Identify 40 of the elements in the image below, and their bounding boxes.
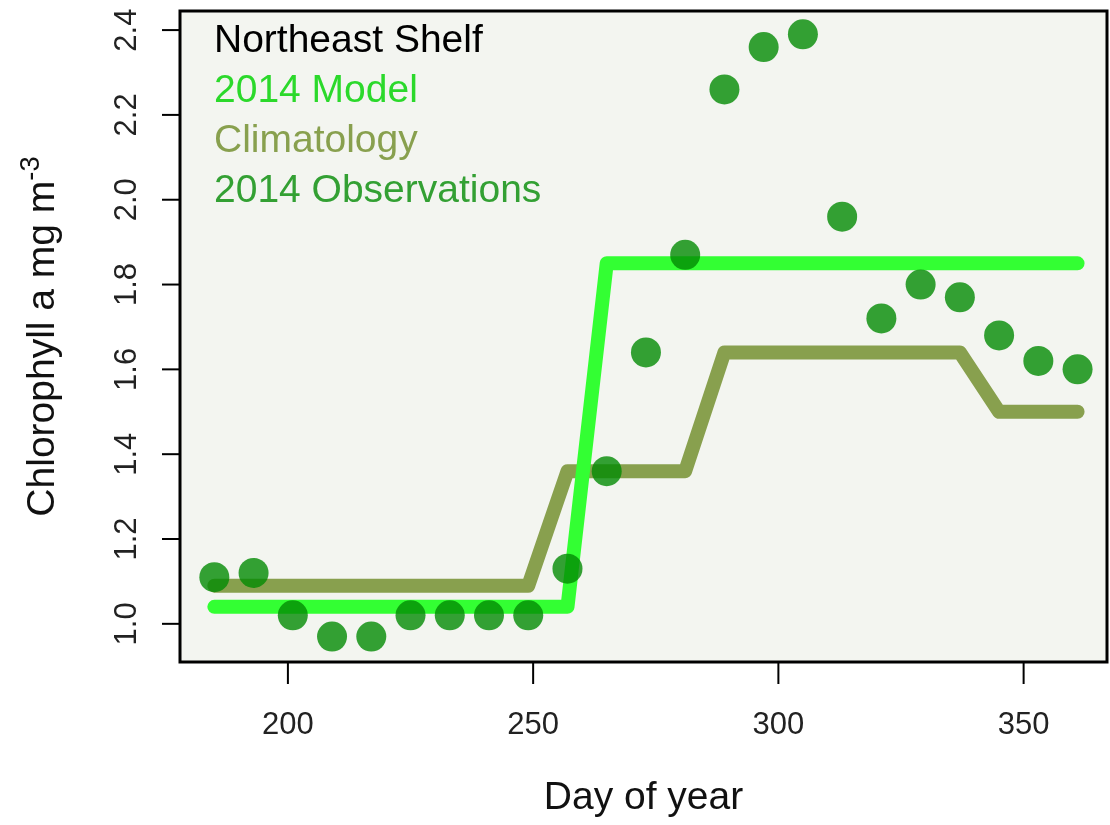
x-tick-label: 200 [262,706,314,741]
point [317,621,348,652]
text: 2014 Model [214,67,418,110]
point [866,303,897,334]
x-axis-title: Day of year [543,774,744,817]
y-tick-label: 1.2 [108,517,143,561]
point [395,600,426,631]
point [474,600,504,631]
point [827,201,858,232]
point [748,32,779,63]
point [787,19,818,50]
y-tick-label: 2.4 [108,8,143,52]
text: 2014 Observations [214,167,542,210]
point [552,553,583,584]
x-tick-label: 300 [752,706,805,741]
point [238,557,269,588]
point [356,621,387,652]
y-tick-label: 1.4 [108,432,143,476]
point [944,282,975,313]
y-tick-label: 2.0 [108,178,143,222]
y-tick-label: 2.2 [108,93,143,137]
text: Climatology [214,117,419,160]
x-tick-label: 250 [507,706,560,741]
y-tick-label: 1.8 [108,262,143,307]
y-tick-label: 1.6 [108,347,143,391]
x-tick-label: 350 [997,706,1050,741]
point [984,320,1015,351]
point [434,600,465,631]
point [670,239,701,270]
point [591,456,622,487]
point [709,74,740,105]
point [1023,345,1054,376]
point [630,337,661,368]
point [277,600,308,631]
point [199,562,230,593]
y-tick-label: 1.0 [108,602,143,646]
point [905,269,936,300]
point [1062,354,1093,385]
legend-title: Northeast Shelf [214,17,483,60]
point [513,600,544,631]
